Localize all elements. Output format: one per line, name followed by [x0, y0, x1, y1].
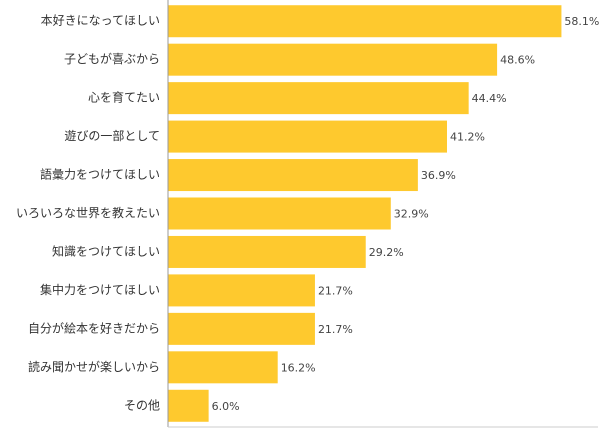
value-label: 58.1% [564, 15, 599, 28]
value-label: 48.6% [500, 54, 535, 67]
bar [168, 197, 391, 230]
bar [168, 312, 315, 345]
category-label: 集中力をつけてほしい [40, 282, 160, 297]
category-label: 知識をつけてほしい [52, 244, 160, 258]
category-label: 心を育てたい [88, 90, 160, 105]
value-label: 21.7% [318, 323, 353, 336]
bar [168, 159, 418, 192]
value-label: 32.9% [394, 208, 429, 221]
bar [168, 5, 562, 38]
category-label: いろいろな世界を教えたい [16, 205, 160, 220]
bar [168, 120, 447, 153]
bar [168, 351, 278, 384]
bar [168, 274, 315, 307]
value-label: 41.2% [450, 131, 485, 144]
bar [168, 43, 498, 76]
category-label: 遊びの一部として [64, 128, 160, 143]
value-label: 44.4% [472, 92, 507, 105]
bar [168, 235, 366, 268]
category-label: 語彙力をつけてほしい [40, 167, 160, 182]
value-label: 29.2% [369, 246, 404, 259]
bar [168, 389, 209, 422]
value-label: 6.0% [212, 400, 240, 413]
category-label: その他 [124, 398, 160, 412]
category-label: 子どもが喜ぶから [64, 51, 160, 66]
value-label: 21.7% [318, 284, 353, 297]
category-label: 自分が絵本を好きだから [28, 320, 160, 335]
value-label: 36.9% [421, 169, 456, 182]
bar [168, 82, 469, 115]
category-label: 読み聞かせが楽しいから [28, 359, 160, 374]
value-label: 16.2% [281, 361, 316, 374]
category-label: 本好きになってほしい [41, 14, 160, 28]
